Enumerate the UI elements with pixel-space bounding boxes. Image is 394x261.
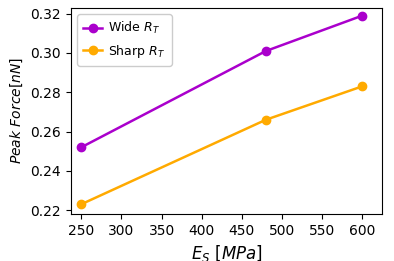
Sharp $R_T$ bbox=[79, 203, 84, 206]
Sharp $R_T$ bbox=[264, 118, 268, 121]
Line: Wide $R_T$: Wide $R_T$ bbox=[77, 11, 366, 151]
Y-axis label: Peak Force$[nN]$: Peak Force$[nN]$ bbox=[9, 57, 25, 164]
Sharp $R_T$ bbox=[360, 85, 364, 88]
Line: Sharp $R_T$: Sharp $R_T$ bbox=[77, 82, 366, 208]
Wide $R_T$ bbox=[79, 146, 84, 149]
Wide $R_T$ bbox=[264, 50, 268, 53]
Wide $R_T$ bbox=[360, 14, 364, 17]
X-axis label: $E_S$ $[MPa]$: $E_S$ $[MPa]$ bbox=[191, 243, 262, 261]
Legend: Wide $R_T$, Sharp $R_T$: Wide $R_T$, Sharp $R_T$ bbox=[77, 14, 172, 66]
